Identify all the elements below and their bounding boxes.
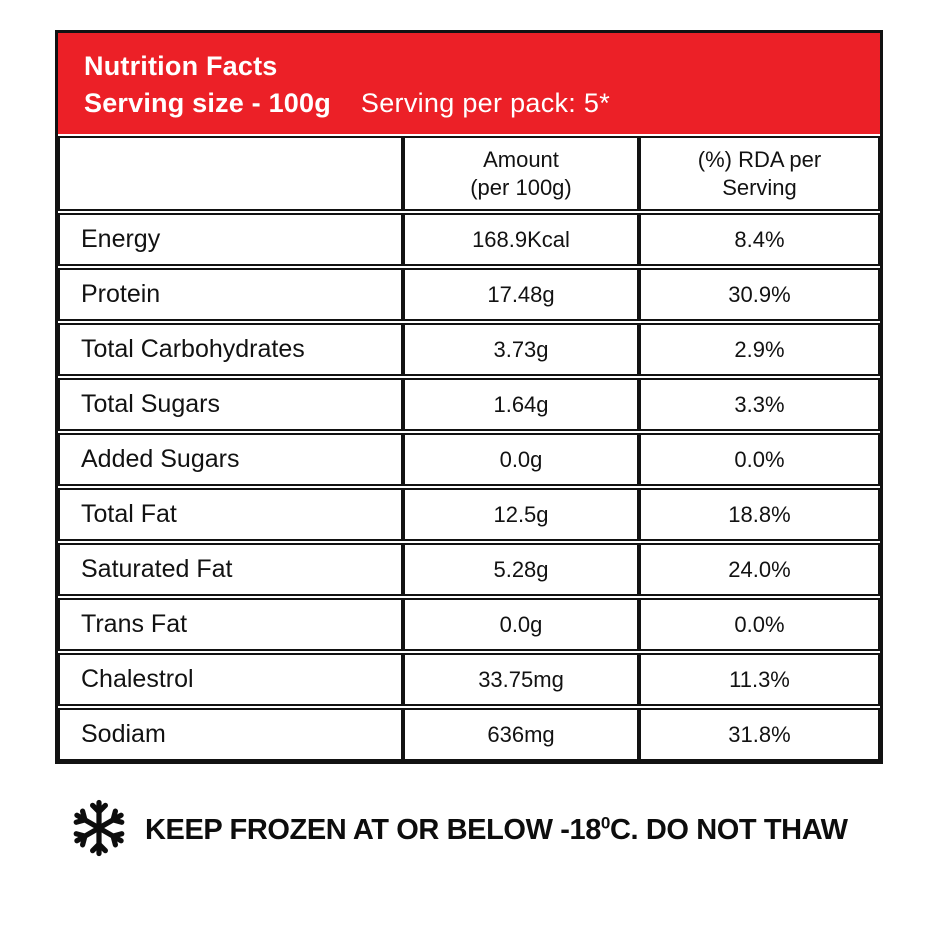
header-title-block: Nutrition Facts Serving size - 100g Serv… xyxy=(84,48,610,122)
table-row-saturated-fat: Saturated Fat 5.28g 24.0% xyxy=(58,543,880,596)
table-row-added-sugars: Added Sugars 0.0g 0.0% xyxy=(58,433,880,486)
serving-line: Serving size - 100g Serving per pack: 5* xyxy=(84,85,610,122)
nutrient-rda: 3.3% xyxy=(639,378,880,431)
nutrient-label: Trans Fat xyxy=(58,598,403,651)
nutrient-label: Sodiam xyxy=(58,708,403,761)
nutrient-amount: 12.5g xyxy=(403,488,639,541)
nutrient-label: Saturated Fat xyxy=(58,543,403,596)
nutrient-rda: 31.8% xyxy=(639,708,880,761)
nutrient-amount: 168.9Kcal xyxy=(403,213,639,266)
keep-frozen-text: KEEP FROZEN AT OR BELOW -180C. DO NOT TH… xyxy=(145,814,848,847)
nutrient-amount: 636mg xyxy=(403,708,639,761)
table-row-energy: Energy 168.9Kcal 8.4% xyxy=(58,213,880,266)
serving-size-text: Serving size - 100g xyxy=(84,88,331,118)
header-cell-amount: Amount (per 100g) xyxy=(403,136,639,211)
table-row-total-sugars: Total Sugars 1.64g 3.3% xyxy=(58,378,880,431)
table-row-protein: Protein 17.48g 30.9% xyxy=(58,268,880,321)
table-row-sodiam: Sodiam 636mg 31.8% xyxy=(58,708,880,761)
table-header-row: Amount (per 100g) (%) RDA per Serving xyxy=(58,136,880,211)
nutrient-label: Chalestrol xyxy=(58,653,403,706)
nutrient-amount: 17.48g xyxy=(403,268,639,321)
nutrient-rda: 30.9% xyxy=(639,268,880,321)
nutrient-rda: 2.9% xyxy=(639,323,880,376)
nutrient-amount: 0.0g xyxy=(403,598,639,651)
serving-per-pack-text: Serving per pack: 5* xyxy=(360,88,611,118)
nutrient-amount: 3.73g xyxy=(403,323,639,376)
table-row-total-carbohydrates: Total Carbohydrates 3.73g 2.9% xyxy=(58,323,880,376)
nutrient-amount: 33.75mg xyxy=(403,653,639,706)
nutrient-label: Added Sugars xyxy=(58,433,403,486)
degree-superscript: 0 xyxy=(600,813,610,833)
nutrient-rda: 24.0% xyxy=(639,543,880,596)
nutrient-rda: 18.8% xyxy=(639,488,880,541)
nutrient-label: Energy xyxy=(58,213,403,266)
snowflake-icon xyxy=(70,797,128,864)
nutrient-rda: 11.3% xyxy=(639,653,880,706)
keep-frozen-prefix: KEEP FROZEN AT OR BELOW -18 xyxy=(145,814,601,846)
nutrient-rda: 8.4% xyxy=(639,213,880,266)
keep-frozen-suffix: C. DO NOT THAW xyxy=(609,814,848,846)
nutrition-label: Nutrition Facts Serving size - 100g Serv… xyxy=(55,30,883,764)
table-row-chalestrol: Chalestrol 33.75mg 11.3% xyxy=(58,653,880,706)
nutrient-amount: 0.0g xyxy=(403,433,639,486)
nutrition-header-band: Nutrition Facts Serving size - 100g Serv… xyxy=(58,33,880,134)
nutrient-amount: 1.64g xyxy=(403,378,639,431)
nutrition-facts-title: Nutrition Facts xyxy=(84,51,278,81)
header-cell-nutrient xyxy=(58,136,403,211)
nutrient-label: Protein xyxy=(58,268,403,321)
nutrient-rda: 0.0% xyxy=(639,598,880,651)
nutrient-rda: 0.0% xyxy=(639,433,880,486)
table-row-total-fat: Total Fat 12.5g 18.8% xyxy=(58,488,880,541)
header-cell-rda: (%) RDA per Serving xyxy=(639,136,880,211)
nutrient-label: Total Carbohydrates xyxy=(58,323,403,376)
nutrient-label: Total Sugars xyxy=(58,378,403,431)
table-row-trans-fat: Trans Fat 0.0g 0.0% xyxy=(58,598,880,651)
nutrient-amount: 5.28g xyxy=(403,543,639,596)
nutrient-label: Total Fat xyxy=(58,488,403,541)
storage-instruction: KEEP FROZEN AT OR BELOW -180C. DO NOT TH… xyxy=(70,797,848,864)
